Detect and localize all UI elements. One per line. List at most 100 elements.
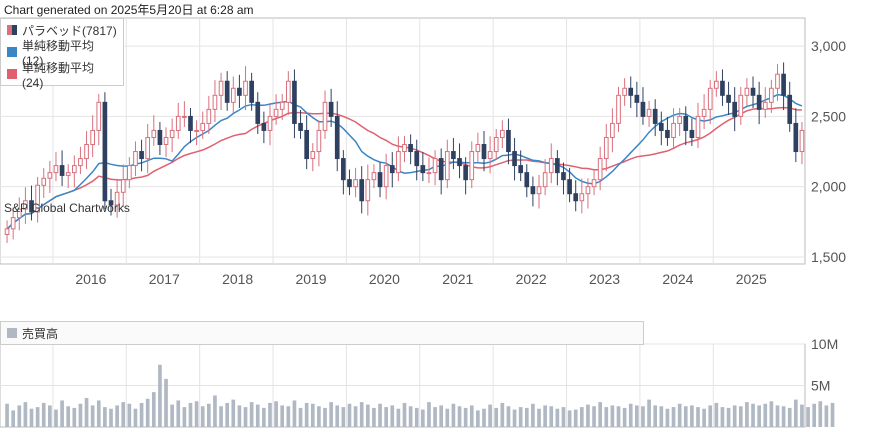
volume-bar [488,404,492,427]
candle-body [616,94,621,124]
volume-bar [751,403,755,427]
candle-body [432,158,438,174]
volume-bar [41,402,46,427]
candle-body [371,172,377,181]
candle-body [279,101,285,110]
candle-body [347,179,352,188]
volume-bar [683,406,688,427]
volume-bar [133,408,138,427]
volume-bar [457,406,462,427]
volume-bar [402,402,407,427]
x-tick-label: 2024 [662,271,693,287]
volume-bar [641,406,645,427]
volume-bar [549,406,554,427]
volume-bar [445,408,450,427]
candle-body [365,179,371,202]
legend-item-volume[interactable]: 売買高 [1,322,643,344]
volume-bar [659,406,664,427]
candle-body [787,94,793,124]
candle-body [762,101,768,110]
volume-bar [390,405,395,427]
x-tick-label: 2023 [589,271,620,287]
candle-body [799,129,805,153]
volume-bar [347,403,352,427]
volume-bar [66,406,71,427]
volume-bar [537,408,541,427]
candle-body [139,151,144,160]
candle-body [218,80,224,96]
volume-bar [763,403,768,427]
volume-bar [543,405,547,427]
candle-body [622,87,627,96]
candle-body [744,87,750,96]
candle-body [548,158,554,174]
candle-body [402,144,407,153]
legend-item-price[interactable]: パラベッド(7817) [1,19,123,41]
volume-bar [463,407,468,427]
candle-body [536,186,542,195]
candle-body [499,129,505,138]
legend-item-ma12[interactable]: 単純移動平均 (12) [1,39,123,68]
candle-body [438,158,444,181]
candle-body [665,129,670,138]
volume-bar [194,401,199,427]
volume-bar [378,403,382,427]
volume-bar [372,407,376,427]
volume-bar [335,405,340,427]
volume-bar [170,404,174,427]
price-y-tick-label: 3,000 [811,38,846,54]
candle-body [310,151,316,160]
candle-body [188,115,193,131]
candle-body [243,80,248,96]
x-tick-label: 2018 [222,271,253,287]
volume-bar [806,407,810,427]
legend-label-ma12: 単純移動平均 (12) [22,38,95,68]
volume-bar [145,398,150,427]
volume-bar [237,405,242,427]
volume-bar [787,407,792,427]
volume-bar [408,406,413,427]
ma24-swatch-icon [7,69,17,79]
volume-bar [115,405,119,427]
candle-body [579,193,585,202]
candle-body [567,179,572,195]
candle-body [518,165,524,174]
volume-bar [421,409,425,427]
candle-body [35,184,40,213]
volume-bar [793,399,798,427]
volume-bar [23,402,28,427]
candle-body [652,108,658,124]
volume-bar [158,364,162,427]
candle-body [738,94,744,117]
volume-bar [255,404,260,427]
candle-body [591,179,597,188]
legend-item-ma24[interactable]: 単純移動平均 (24) [1,61,123,90]
volume-bar [121,402,126,427]
volume-bar [677,403,682,427]
legend-label-ma24: 単純移動平均 (24) [22,60,95,90]
volume-bar [286,406,291,427]
volume-bar [231,399,236,427]
candle-body [59,165,65,176]
candle-body [457,158,462,167]
candle-body [23,200,28,210]
x-tick-label: 2017 [149,271,180,287]
candle-body [756,94,762,110]
volume-bar [775,405,780,427]
candle-body [10,217,16,230]
volume-legend: 売買高 [0,321,644,345]
volume-bar [164,378,168,427]
candle-body [206,108,212,124]
volume-bar [671,407,676,427]
volume-bar [207,403,211,427]
candle-body [53,165,59,174]
candle-body [200,122,206,131]
price-y-tick-label: 1,500 [811,249,846,265]
volume-bar [524,407,529,427]
candle-body [646,108,652,117]
candle-body [255,101,261,124]
volume-y-tick-label: 10M [811,336,838,352]
volume-bar [518,407,523,427]
volume-bar [451,403,456,427]
